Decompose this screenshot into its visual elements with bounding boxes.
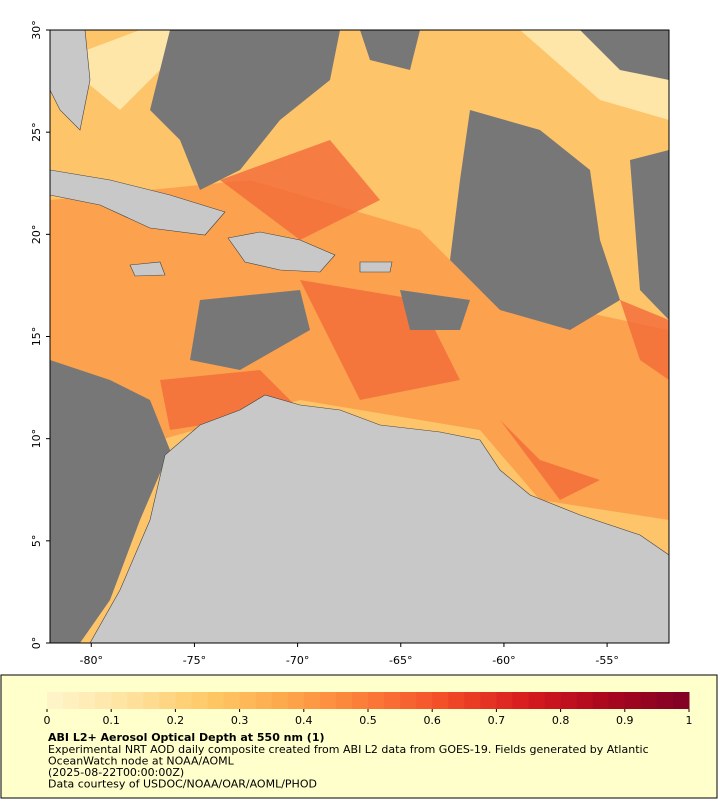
x-tick-label: -55°: [595, 654, 618, 667]
colorbar-swatch: [624, 692, 642, 709]
colorbar-swatch: [592, 692, 610, 709]
y-tick-label: 0°: [30, 637, 43, 650]
colorbar-tick-label: 0.2: [167, 714, 185, 727]
colorbar-swatch: [512, 692, 529, 709]
colorbar-swatch: [223, 692, 241, 709]
x-tick-label: -65°: [389, 654, 412, 667]
cloud-cover: [50, 30, 669, 643]
caption-line: Data courtesy of USDOC/NOAA/OAR/AOML/PHO…: [48, 778, 317, 791]
colorbar-swatch: [496, 692, 513, 709]
colorbar-swatch: [271, 692, 289, 709]
colorbar-tick-label: 0.9: [616, 714, 634, 727]
colorbar-tick-label: 0.3: [231, 714, 249, 727]
colorbar-tick-label: 0.1: [102, 714, 120, 727]
colorbar-swatch: [560, 692, 578, 709]
y-tick-label: 5°: [30, 535, 43, 548]
colorbar-swatch: [255, 692, 273, 709]
colorbar-swatch: [63, 692, 80, 709]
colorbar-tick-label: 0.7: [488, 714, 506, 727]
y-tick-label: 15°: [30, 327, 43, 347]
x-tick-label: -80°: [80, 654, 103, 667]
colorbar-tick-label: 0.6: [423, 714, 441, 727]
colorbar-swatch: [207, 692, 225, 709]
caption-line: (2025-08-22T00:00:00Z): [48, 766, 184, 779]
caption-title: ABI L2+ Aerosol Optical Depth at 550 nm …: [48, 731, 325, 744]
y-tick-label: 25°: [30, 122, 43, 142]
colorbar-swatch: [143, 692, 160, 709]
colorbar-swatch: [400, 692, 417, 709]
colorbar-tick-label: 1: [686, 714, 693, 727]
colorbar-swatch: [480, 692, 497, 709]
colorbar-swatch: [319, 692, 337, 709]
caption-line: OceanWatch node at NOAA/AOML: [48, 755, 235, 768]
colorbar-swatch: [351, 692, 369, 709]
caption-line: Experimental NRT AOD daily composite cre…: [48, 743, 649, 756]
map-image: [50, 30, 669, 643]
x-tick-label: -75°: [183, 654, 206, 667]
colorbar-swatch: [303, 692, 321, 709]
x-tick-label: -60°: [492, 654, 515, 667]
y-tick-label: 10°: [30, 429, 43, 449]
colorbar-swatch: [175, 692, 192, 709]
colorbar-swatch: [608, 692, 626, 709]
colorbar-swatch: [191, 692, 208, 709]
land: [50, 30, 669, 643]
colorbar-tick-label: 0.8: [552, 714, 570, 727]
colorbar-swatch: [448, 692, 465, 709]
colorbar-swatch: [127, 692, 144, 709]
colorbar-tick-label: 0: [44, 714, 51, 727]
colorbar-swatch: [416, 692, 433, 709]
x-tick-label: -70°: [286, 654, 309, 667]
colorbar-swatch: [239, 692, 257, 709]
colorbar-swatch: [544, 692, 562, 709]
colorbar-swatch: [95, 692, 112, 709]
colorbar-tick-label: 0.5: [359, 714, 377, 727]
colorbar-swatch: [384, 692, 401, 709]
colorbar-swatch: [111, 692, 128, 709]
colorbar-swatch: [576, 692, 594, 709]
colorbar-swatch: [368, 692, 385, 709]
colorbar-swatch: [656, 692, 674, 709]
colorbar-swatch: [335, 692, 353, 709]
colorbar-swatch: [464, 692, 481, 709]
colorbar-swatch: [672, 692, 690, 709]
colorbar-swatch: [640, 692, 658, 709]
y-tick-label: 20°: [30, 225, 43, 245]
colorbar-swatch: [287, 692, 305, 709]
colorbar-swatch: [528, 692, 546, 709]
colorbar-swatch: [47, 692, 64, 709]
colorbar-swatch: [432, 692, 449, 709]
colorbar-swatch: [79, 692, 96, 709]
colorbar-tick-label: 0.4: [295, 714, 313, 727]
colorbar-swatch: [159, 692, 176, 709]
y-tick-label: 30°: [30, 20, 43, 40]
